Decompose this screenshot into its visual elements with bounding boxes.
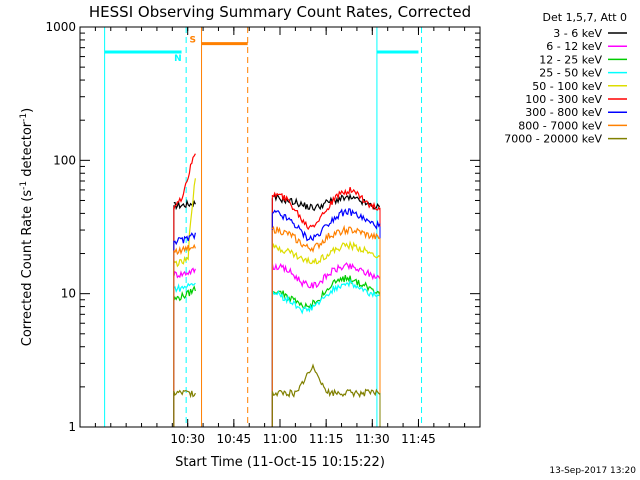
y-label-main: Corrected Count Rate (s [20, 190, 35, 347]
legend-label: 800 - 7000 keV [518, 119, 602, 132]
flag-label: S [190, 36, 196, 46]
legend-header: Det 1,5,7, Att 0 [543, 11, 627, 24]
vertical-markers [104, 27, 423, 427]
y-label-sup2: -1 [19, 113, 29, 122]
y-label-sup1: -1 [19, 181, 29, 190]
series-line [173, 153, 196, 210]
chart-title: HESSI Observing Summary Count Rates, Cor… [89, 3, 471, 21]
series-line [173, 178, 196, 268]
y-axis-label: Corrected Count Rate (s-1 detector-1) [19, 108, 35, 346]
series-line [272, 208, 381, 242]
series-line [173, 282, 196, 293]
y-label-mid: detector [20, 121, 35, 181]
series-line [272, 193, 381, 212]
y-tick-label: 1 [68, 420, 76, 434]
series-line [271, 262, 381, 289]
series-line [271, 278, 381, 315]
legend-label: 50 - 100 keV [532, 80, 602, 93]
legend-label: 6 - 12 keV [546, 40, 602, 53]
y-axis: 1 10 100 1000 [45, 20, 480, 434]
x-tick-label: 11:00 [263, 432, 298, 446]
series-line [173, 285, 196, 302]
timestamp: 13-Sep-2017 13:20 [549, 466, 636, 476]
x-tick-label: 10:30 [170, 432, 205, 446]
x-tick-label: 11:45 [401, 432, 436, 446]
y-tick-label: 10 [61, 287, 76, 301]
series-line [271, 274, 381, 310]
flag-bars: SN [104, 36, 419, 64]
x-axis-label: Start Time (11-Oct-15 10:15:22) [175, 455, 385, 470]
data-series [173, 153, 381, 427]
legend-label: 12 - 25 keV [539, 53, 602, 66]
legend-label: 300 - 800 keV [525, 106, 602, 119]
series-line [271, 363, 381, 399]
x-tick-label: 11:15 [309, 432, 344, 446]
series-line [173, 199, 196, 211]
x-tick-label: 10:45 [217, 432, 252, 446]
series-line [173, 243, 196, 256]
legend-label: 100 - 300 keV [525, 93, 602, 106]
flag-label: N [174, 54, 182, 64]
y-tick-label: 100 [53, 153, 76, 167]
series-line [271, 186, 381, 231]
series-line [173, 267, 196, 279]
legend-label: 7000 - 20000 keV [504, 133, 602, 146]
legend-label: 3 - 6 keV [553, 27, 602, 40]
series-line [271, 224, 381, 253]
y-label-end: ) [20, 108, 35, 113]
legend-label: 25 - 50 keV [539, 67, 602, 80]
x-axis: 10:30 10:45 11:00 11:15 11:30 11:45 [79, 27, 481, 446]
series-line [173, 389, 196, 399]
series-line [173, 232, 196, 246]
y-tick-label: 1000 [45, 20, 76, 34]
series-line [271, 240, 381, 265]
x-tick-label: 11:30 [355, 432, 390, 446]
